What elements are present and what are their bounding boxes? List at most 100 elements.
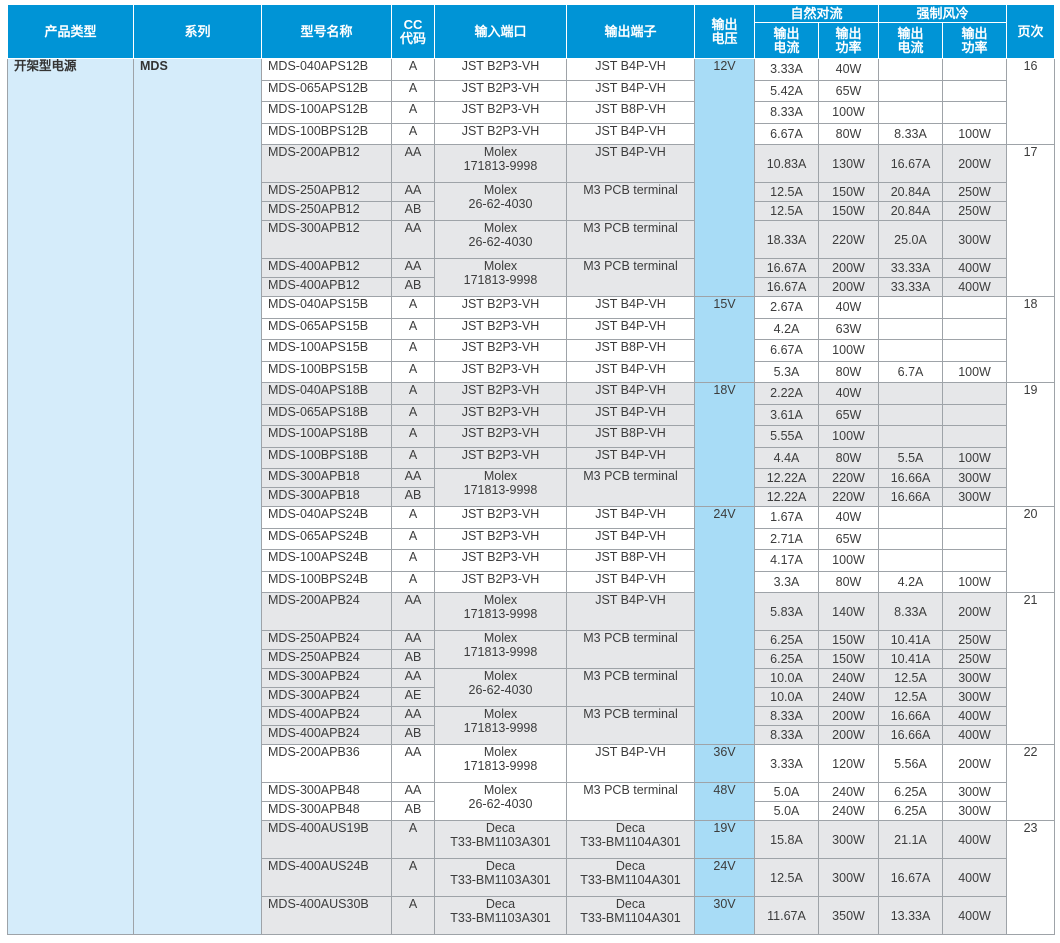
series-cell: MDS bbox=[133, 58, 262, 935]
forced-current-cell: 4.2A bbox=[878, 570, 944, 593]
output-terminal-cell: M3 PCB terminal bbox=[566, 468, 695, 507]
natural-power-cell: 130W bbox=[817, 144, 880, 183]
forced-power-cell bbox=[942, 527, 1008, 550]
cc-code-cell: A bbox=[391, 858, 435, 897]
natural-current-cell: 3.33A bbox=[754, 58, 819, 81]
natural-power-cell: 80W bbox=[817, 446, 880, 469]
natural-power-cell: 200W bbox=[817, 258, 880, 278]
model-name-cell: MDS-300APB12 bbox=[261, 220, 392, 259]
table-row: MDS-200APB12 AA Molex 171813-9998 JST B4P-V… bbox=[8, 144, 1056, 297]
natural-current-cell: 4.2A bbox=[754, 317, 819, 340]
page-number-cell: 20 bbox=[1006, 506, 1056, 593]
model-name-cell: MDS-200APB24 bbox=[261, 592, 392, 631]
natural-current-cell: 11.67A bbox=[754, 896, 819, 935]
natural-current-cell: 16.67A bbox=[754, 277, 819, 297]
natural-current-cell: 1.67A bbox=[754, 506, 819, 529]
model-name-cell: MDS-100BPS12B bbox=[261, 122, 392, 145]
model-name-cell: MDS-100APS12B bbox=[261, 101, 392, 124]
model-name-cell: MDS-300APB18 bbox=[261, 487, 392, 507]
input-port-cell: Molex 26-62-4030 bbox=[434, 668, 567, 707]
model-name-cell: MDS-065APS18B bbox=[261, 403, 392, 426]
forced-current-cell: 33.33A bbox=[878, 277, 944, 297]
natural-current-cell: 10.83A bbox=[754, 144, 819, 183]
forced-current-cell bbox=[878, 506, 944, 529]
natural-current-cell: 5.0A bbox=[754, 782, 819, 802]
table-row: MDS-100BPS15B A JST B2P3-VH JST B4P-VH 5.3A 8… bbox=[8, 360, 1055, 383]
cc-code-cell: AA bbox=[391, 592, 435, 631]
natural-power-cell: 300W bbox=[817, 820, 880, 859]
cc-code-cell: AA bbox=[391, 668, 435, 688]
forced-power-cell: 250W bbox=[942, 630, 1008, 650]
natural-power-cell: 65W bbox=[817, 79, 880, 102]
forced-power-cell: 400W bbox=[942, 858, 1008, 897]
forced-power-cell: 250W bbox=[942, 649, 1008, 669]
forced-current-cell: 21.1A bbox=[878, 820, 944, 859]
model-name-cell: MDS-300APB18 bbox=[261, 468, 392, 488]
product-type-cell: 开架型电源 bbox=[7, 58, 134, 935]
natural-power-cell: 300W bbox=[817, 858, 880, 897]
output-terminal-cell: JST B4P-VH bbox=[566, 506, 695, 529]
table-body: 开架型电源 MDS MDS-040APS12B A JST B2P3-VH JST B4P… bbox=[7, 58, 1056, 935]
output-terminal-cell: M3 PCB terminal bbox=[566, 668, 695, 707]
cc-code-cell: A bbox=[391, 549, 435, 572]
natural-power-cell: 80W bbox=[817, 122, 880, 145]
forced-power-cell: 200W bbox=[942, 144, 1008, 183]
table-row: MDS-100APS24B A JST B2P3-VH JST B8P-VH 4.17A… bbox=[8, 549, 1055, 572]
forced-power-cell: 400W bbox=[942, 277, 1008, 297]
forced-power-cell: 100W bbox=[942, 122, 1008, 145]
cc-code-cell: AE bbox=[391, 687, 435, 707]
header-forced-power: 输出 功率 bbox=[942, 22, 1008, 59]
header-output-voltage: 输出 电压 bbox=[694, 4, 755, 59]
natural-power-cell: 240W bbox=[817, 668, 880, 688]
natural-current-cell: 18.33A bbox=[754, 220, 819, 259]
input-port-cell: JST B2P3-VH bbox=[434, 360, 567, 383]
table-row: MDS-400AUS19B A Deca T33-BM1103A301 Deca T3… bbox=[8, 820, 1056, 935]
natural-current-cell: 6.67A bbox=[754, 122, 819, 145]
input-port-cell: Molex 171813-9998 bbox=[434, 592, 567, 631]
header-natural-convection: 自然对流 bbox=[753, 4, 880, 23]
model-name-cell: MDS-300APB48 bbox=[261, 801, 392, 821]
forced-power-cell: 300W bbox=[942, 782, 1008, 802]
model-name-cell: MDS-400APB24 bbox=[261, 706, 392, 726]
natural-current-cell: 4.17A bbox=[754, 549, 819, 572]
natural-current-cell: 5.55A bbox=[754, 425, 819, 448]
cc-code-cell: AB bbox=[391, 801, 435, 821]
forced-current-cell: 6.7A bbox=[878, 360, 944, 383]
forced-current-cell: 8.33A bbox=[878, 592, 944, 631]
natural-current-cell: 12.5A bbox=[754, 182, 819, 202]
input-port-cell: JST B2P3-VH bbox=[434, 296, 567, 319]
output-terminal-cell: Deca T33-BM1104A301 bbox=[566, 858, 695, 897]
cc-code-cell: AB bbox=[391, 725, 435, 745]
forced-current-cell: 12.5A bbox=[878, 687, 944, 707]
cc-code-cell: AA bbox=[391, 258, 435, 278]
model-name-cell: MDS-200APB36 bbox=[261, 744, 392, 783]
forced-current-cell: 5.5A bbox=[878, 446, 944, 469]
natural-current-cell: 8.33A bbox=[754, 101, 819, 124]
natural-current-cell: 15.8A bbox=[754, 820, 819, 859]
forced-power-cell bbox=[942, 58, 1008, 81]
forced-current-cell: 16.67A bbox=[878, 144, 944, 183]
product-spec-table: 产品类型 系列 型号名称 CC 代码 输入端口 输出端子 输出 电压 自然对流 … bbox=[7, 4, 1056, 935]
forced-power-cell: 250W bbox=[942, 201, 1008, 221]
natural-power-cell: 150W bbox=[817, 201, 880, 221]
output-terminal-cell: JST B4P-VH bbox=[566, 144, 695, 183]
forced-current-cell bbox=[878, 339, 944, 362]
model-name-cell: MDS-400APB12 bbox=[261, 258, 392, 278]
natural-current-cell: 6.25A bbox=[754, 630, 819, 650]
forced-current-cell bbox=[878, 58, 944, 81]
output-terminal-cell: JST B4P-VH bbox=[566, 58, 695, 81]
model-name-cell: MDS-300APB24 bbox=[261, 687, 392, 707]
table-row: MDS-250APB24 AA Molex 171813-9998 M3 PCB te… bbox=[8, 630, 1055, 669]
natural-current-cell: 5.42A bbox=[754, 79, 819, 102]
table-row: MDS-300APB18 AB 12.22A 220W 16.66A 300W bbox=[8, 487, 1055, 507]
cc-code-cell: A bbox=[391, 101, 435, 124]
output-voltage-cell: 18V bbox=[694, 382, 755, 507]
natural-current-cell: 6.67A bbox=[754, 339, 819, 362]
cc-code-cell: AB bbox=[391, 277, 435, 297]
model-name-cell: MDS-065APS24B bbox=[261, 527, 392, 550]
output-terminal-cell: JST B4P-VH bbox=[566, 527, 695, 550]
natural-power-cell: 40W bbox=[817, 58, 880, 81]
model-name-cell: MDS-300APB48 bbox=[261, 782, 392, 802]
output-voltage-cell: 12V bbox=[694, 58, 755, 297]
output-terminal-cell: M3 PCB terminal bbox=[566, 630, 695, 669]
